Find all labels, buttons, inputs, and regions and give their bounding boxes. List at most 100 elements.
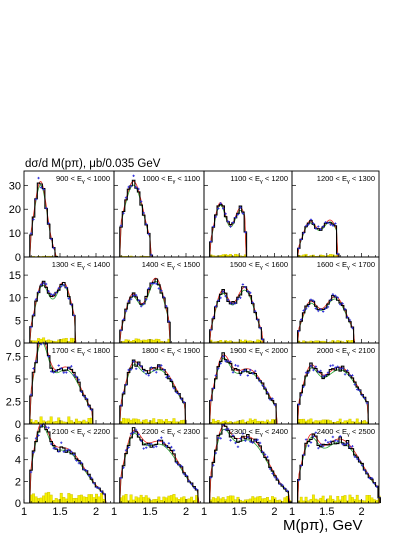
data-point	[331, 364, 335, 367]
data-point	[219, 362, 222, 365]
data-point	[276, 477, 279, 481]
histogram-step	[209, 352, 279, 425]
background-bin	[187, 498, 191, 504]
background-bin	[152, 418, 156, 425]
data-point	[67, 448, 71, 451]
background-bin	[326, 419, 330, 425]
data-point	[297, 478, 300, 482]
data-point	[244, 286, 247, 289]
background-bin	[309, 499, 313, 504]
data-point	[244, 439, 247, 442]
y-tick-label: 5	[15, 374, 21, 386]
model-green-curve	[297, 298, 356, 344]
y-tick-label: 0	[15, 252, 21, 264]
background-bin	[72, 498, 76, 504]
panel-label: 900 < Eγ < 1000	[56, 174, 110, 185]
panel-label: 1900 < Eγ < 2000	[230, 346, 288, 357]
data-point	[334, 439, 337, 442]
data-point	[358, 459, 361, 462]
data-point	[241, 212, 245, 215]
data-point	[62, 371, 65, 374]
background-bin	[69, 420, 73, 425]
background-bin	[278, 499, 282, 504]
panel-1: 0 10 20 30 900 < Eγ < 1000	[9, 170, 115, 264]
data-point	[373, 482, 376, 485]
histogram-step	[119, 278, 173, 344]
data-point	[142, 447, 145, 450]
background-bin	[338, 499, 342, 504]
data-point	[92, 482, 96, 485]
data-point	[236, 213, 240, 216]
data-point	[142, 369, 145, 373]
background-bin	[54, 498, 58, 504]
background-bin	[341, 495, 345, 504]
data-point	[266, 391, 269, 394]
panel-label: 1600 < Eγ < 1700	[317, 260, 375, 271]
data-point	[302, 309, 305, 312]
data-point	[170, 378, 173, 382]
data-point	[162, 295, 166, 299]
panel-label: 2100 < Eγ < 2200	[52, 427, 110, 438]
data-point	[80, 461, 83, 465]
data-point	[157, 438, 161, 442]
data-point	[209, 240, 213, 243]
data-point	[321, 310, 325, 313]
y-tick-label: 10	[9, 293, 21, 305]
data-point	[244, 369, 247, 372]
background-bin	[132, 418, 136, 425]
data-point	[55, 369, 58, 372]
data-point	[351, 374, 354, 377]
data-point	[42, 188, 45, 191]
data-point	[209, 476, 213, 479]
data-point	[152, 445, 155, 449]
x-tick-label: 1	[201, 506, 207, 518]
data-point	[167, 320, 171, 323]
background-bin	[321, 419, 325, 425]
background-bin	[152, 499, 156, 504]
background-bin	[167, 495, 171, 504]
background-bin	[365, 495, 369, 504]
x-tick-label: 1	[111, 506, 117, 518]
data-point	[231, 434, 235, 437]
data-point	[155, 371, 158, 374]
background-bin	[69, 337, 73, 344]
data-point	[319, 369, 322, 373]
background-bin	[84, 497, 88, 504]
background-bin	[180, 420, 183, 425]
background-bin	[134, 338, 138, 344]
background-bin	[157, 496, 161, 504]
background-bin	[147, 497, 151, 504]
data-point	[47, 426, 50, 429]
panel-frame	[113, 256, 205, 344]
data-point	[29, 325, 33, 329]
data-point	[34, 198, 38, 201]
panel-8: 1600 < Eγ < 1700	[291, 256, 380, 344]
background-bin	[182, 496, 186, 504]
data-point	[217, 367, 220, 370]
data-point	[346, 316, 349, 319]
panel-label: 2400 < Eγ < 2500	[317, 427, 375, 438]
data-point	[239, 373, 242, 377]
panel-frame	[291, 256, 380, 344]
y-tick-label: 2	[15, 476, 21, 488]
background-bin	[234, 499, 237, 504]
data-point	[329, 440, 332, 443]
data-point	[341, 442, 344, 446]
data-point	[170, 445, 173, 449]
data-point	[246, 436, 250, 439]
data-point	[142, 302, 145, 306]
panel-label: 2300 < Eγ < 2400	[230, 427, 288, 438]
data-point	[147, 232, 150, 236]
data-point	[150, 442, 153, 446]
background-bin	[350, 497, 354, 504]
data-point	[134, 367, 138, 370]
data-point	[57, 287, 60, 290]
data-point	[150, 366, 153, 369]
background-bin	[343, 495, 347, 504]
data-point	[307, 371, 310, 374]
data-point	[119, 329, 123, 332]
background-bin	[149, 339, 153, 344]
data-point	[155, 445, 158, 448]
panel-frame	[291, 423, 380, 504]
data-point	[119, 476, 123, 480]
